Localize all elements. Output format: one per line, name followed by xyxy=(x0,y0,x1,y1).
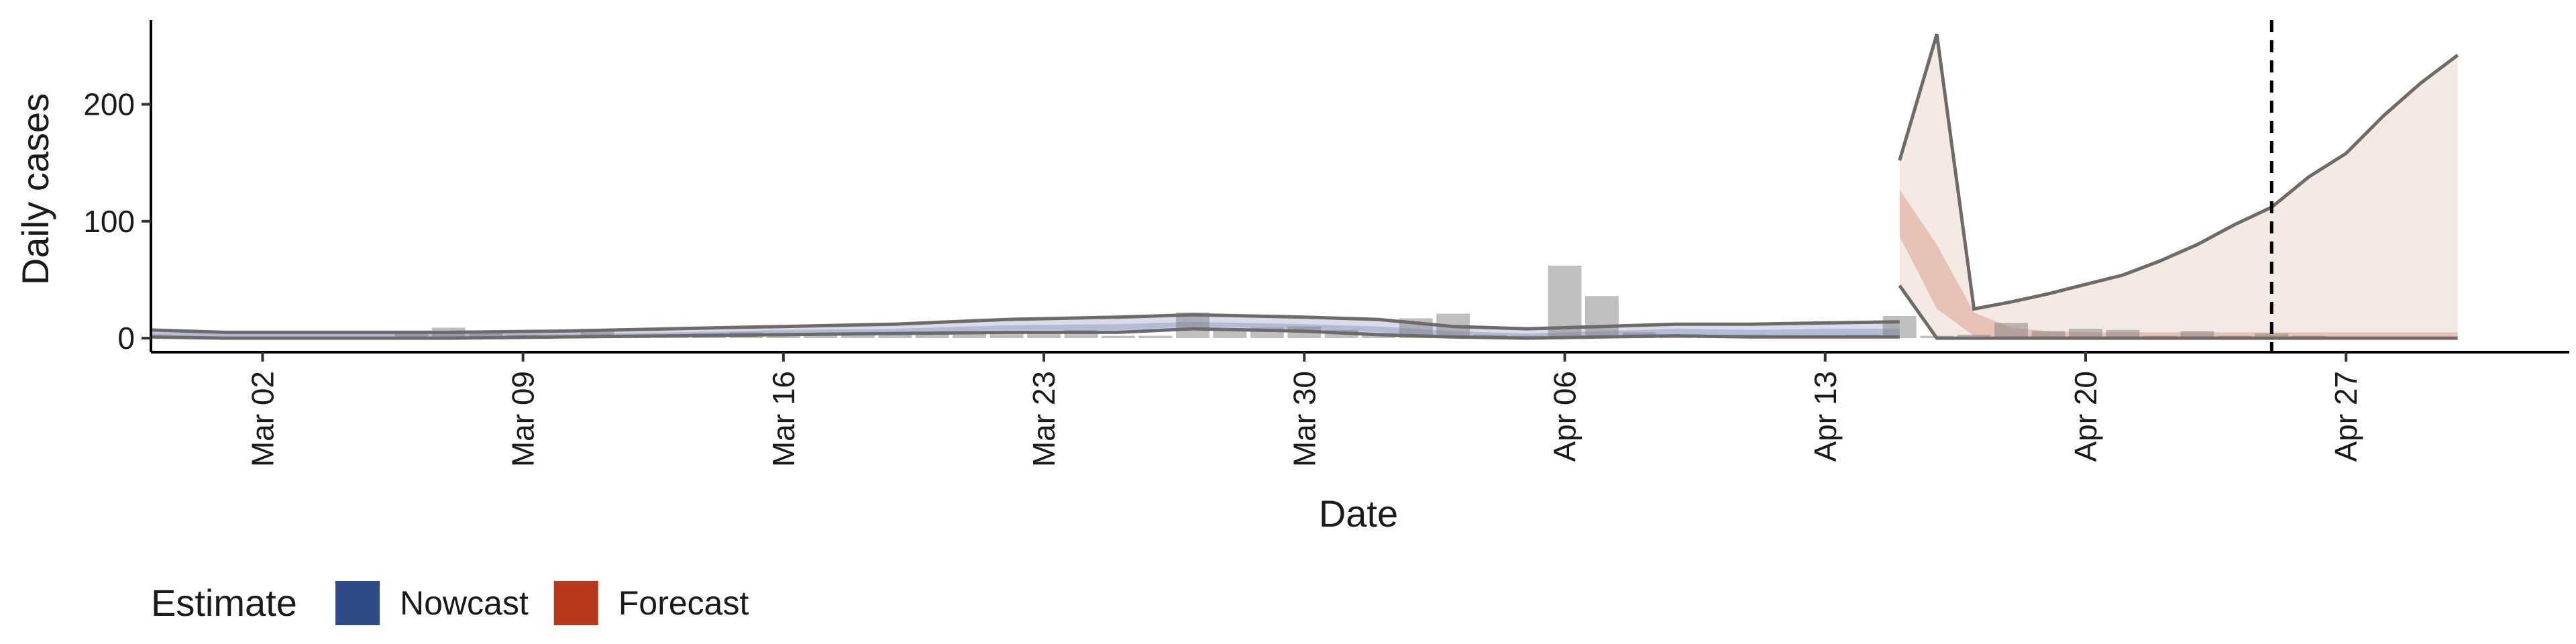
forecast-lower-line xyxy=(1898,284,2458,340)
forecast-inner-band xyxy=(1899,189,2458,337)
x-tick-label: Mar 30 xyxy=(1287,371,1322,467)
legend: Estimate Nowcast Forecast xyxy=(151,581,749,625)
case-bar xyxy=(915,332,949,339)
y-tick-label: 0 xyxy=(117,321,135,356)
y-axis-title: Daily cases xyxy=(14,93,56,285)
case-bar xyxy=(953,331,987,339)
legend-label-forecast: Forecast xyxy=(619,584,749,622)
x-tick-label: Apr 06 xyxy=(1548,371,1582,462)
nowcast-lower-line xyxy=(150,327,1900,340)
x-tick-label: Apr 13 xyxy=(1808,371,1843,462)
case-bar xyxy=(989,332,1024,339)
case-bar xyxy=(1102,335,1135,339)
x-tick-label: Mar 23 xyxy=(1026,371,1061,467)
case-bar xyxy=(1957,334,1991,339)
interval-lines xyxy=(150,34,2459,340)
case-bar xyxy=(1994,323,2028,339)
legend-label-nowcast: Nowcast xyxy=(400,584,529,622)
forecast-outer-band xyxy=(1899,34,2458,339)
case-bar xyxy=(2180,331,2214,339)
y-tick-label: 200 xyxy=(83,87,135,121)
case-bar xyxy=(2069,329,2102,338)
case-bar xyxy=(766,334,800,339)
case-bar xyxy=(2255,333,2289,339)
legend-swatch-nowcast xyxy=(335,581,380,625)
legend-swatch-forecast xyxy=(553,581,598,625)
forecast-upper-line xyxy=(1898,34,2459,311)
y-tick-label: 100 xyxy=(83,204,135,239)
x-tick-label: Mar 16 xyxy=(766,371,801,467)
legend-title: Estimate xyxy=(151,582,297,624)
case-bar xyxy=(394,331,429,339)
x-tick-label: Apr 20 xyxy=(2068,371,2103,462)
axes: 0 100 200 Mar 02 Mar 09 Mar 16 Mar 23 Mar 30 Apr… xyxy=(83,20,2569,467)
case-bar xyxy=(2031,331,2065,339)
x-tick-label: Mar 02 xyxy=(245,371,280,467)
case-bar xyxy=(1585,296,1619,338)
case-bar xyxy=(1362,334,1396,339)
case-bar xyxy=(2106,329,2140,339)
x-tick-label: Apr 27 xyxy=(2328,371,2363,462)
case-bar xyxy=(1882,316,1917,339)
case-bar xyxy=(469,333,503,339)
x-tick-label: Mar 09 xyxy=(506,371,541,467)
case-bar xyxy=(1027,331,1061,339)
case-bar xyxy=(1138,335,1173,339)
interval-bands xyxy=(151,34,2458,339)
nowcast-upper-line xyxy=(150,313,1900,334)
x-axis-title: Date xyxy=(1319,492,1398,535)
case-bar xyxy=(878,333,912,339)
